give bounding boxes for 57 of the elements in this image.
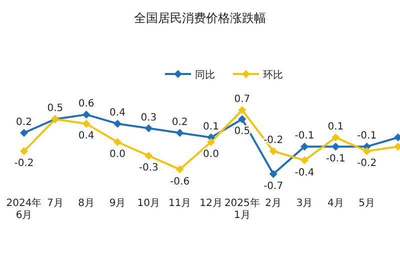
data-label: 0.7 xyxy=(234,94,250,105)
x-tick-label: 11月 xyxy=(168,198,192,209)
x-tick-label: 3月 xyxy=(296,198,313,209)
data-label: 0.1 xyxy=(328,121,344,132)
data-label: -0.1 xyxy=(357,130,377,142)
point xyxy=(332,142,340,151)
point xyxy=(269,147,278,156)
data-label: 0.2 xyxy=(172,116,188,128)
point xyxy=(20,128,28,137)
point xyxy=(82,110,90,119)
legend-label: 同比 xyxy=(195,69,215,81)
x-tick-label: 4月 xyxy=(327,198,344,209)
point xyxy=(300,156,308,164)
point xyxy=(82,120,90,128)
point xyxy=(238,115,246,124)
point xyxy=(144,124,153,132)
x-tick-label: 8月 xyxy=(78,198,95,209)
data-label: -0.6 xyxy=(170,176,190,188)
data-label: 0.2 xyxy=(16,116,32,128)
chart-title: 全国居民消费价格涨跌幅 xyxy=(134,11,266,25)
x-tick-label: 10月 xyxy=(137,198,160,209)
data-label: -0.3 xyxy=(138,162,158,174)
data-label: 0.1 xyxy=(203,121,219,132)
x-tick-label: 5月 xyxy=(358,198,376,209)
data-label: -0.7 xyxy=(264,181,284,192)
point xyxy=(362,147,371,156)
point xyxy=(332,133,340,142)
point xyxy=(114,138,122,146)
data-label: 0.5 xyxy=(47,103,64,114)
x-tick-label: 12月 xyxy=(200,198,222,209)
point xyxy=(176,128,184,137)
data-label: -0.1 xyxy=(326,154,346,165)
data-label: 0.4 xyxy=(110,108,126,119)
data-label: -0.2 xyxy=(14,158,34,170)
data-label: -0.1 xyxy=(294,130,314,142)
data-label: 0.0 xyxy=(110,149,126,160)
point xyxy=(20,147,28,156)
point xyxy=(207,138,215,146)
x-tick-label: 2024年 6月 xyxy=(6,197,42,221)
point xyxy=(238,106,246,114)
x-tick-label: 9月 xyxy=(109,198,126,209)
data-label: 0.0 xyxy=(203,149,219,160)
x-tick-label: 2月 xyxy=(265,198,282,209)
data-label: -0.4 xyxy=(294,167,314,178)
point xyxy=(144,152,153,160)
legend-label: 环比 xyxy=(263,69,283,81)
point xyxy=(300,142,308,151)
data-label: 0.4 xyxy=(78,130,94,142)
x-tick-label: 7月 xyxy=(46,198,64,209)
x-tick-label: 2025年 1月 xyxy=(224,197,260,221)
point xyxy=(269,170,278,178)
data-label: 0.3 xyxy=(140,112,157,124)
point xyxy=(114,120,122,128)
data-label: 0.5 xyxy=(234,126,250,138)
point xyxy=(176,165,184,174)
data-label: -0.2 xyxy=(357,158,377,170)
data-label: 0.6 xyxy=(78,98,94,110)
